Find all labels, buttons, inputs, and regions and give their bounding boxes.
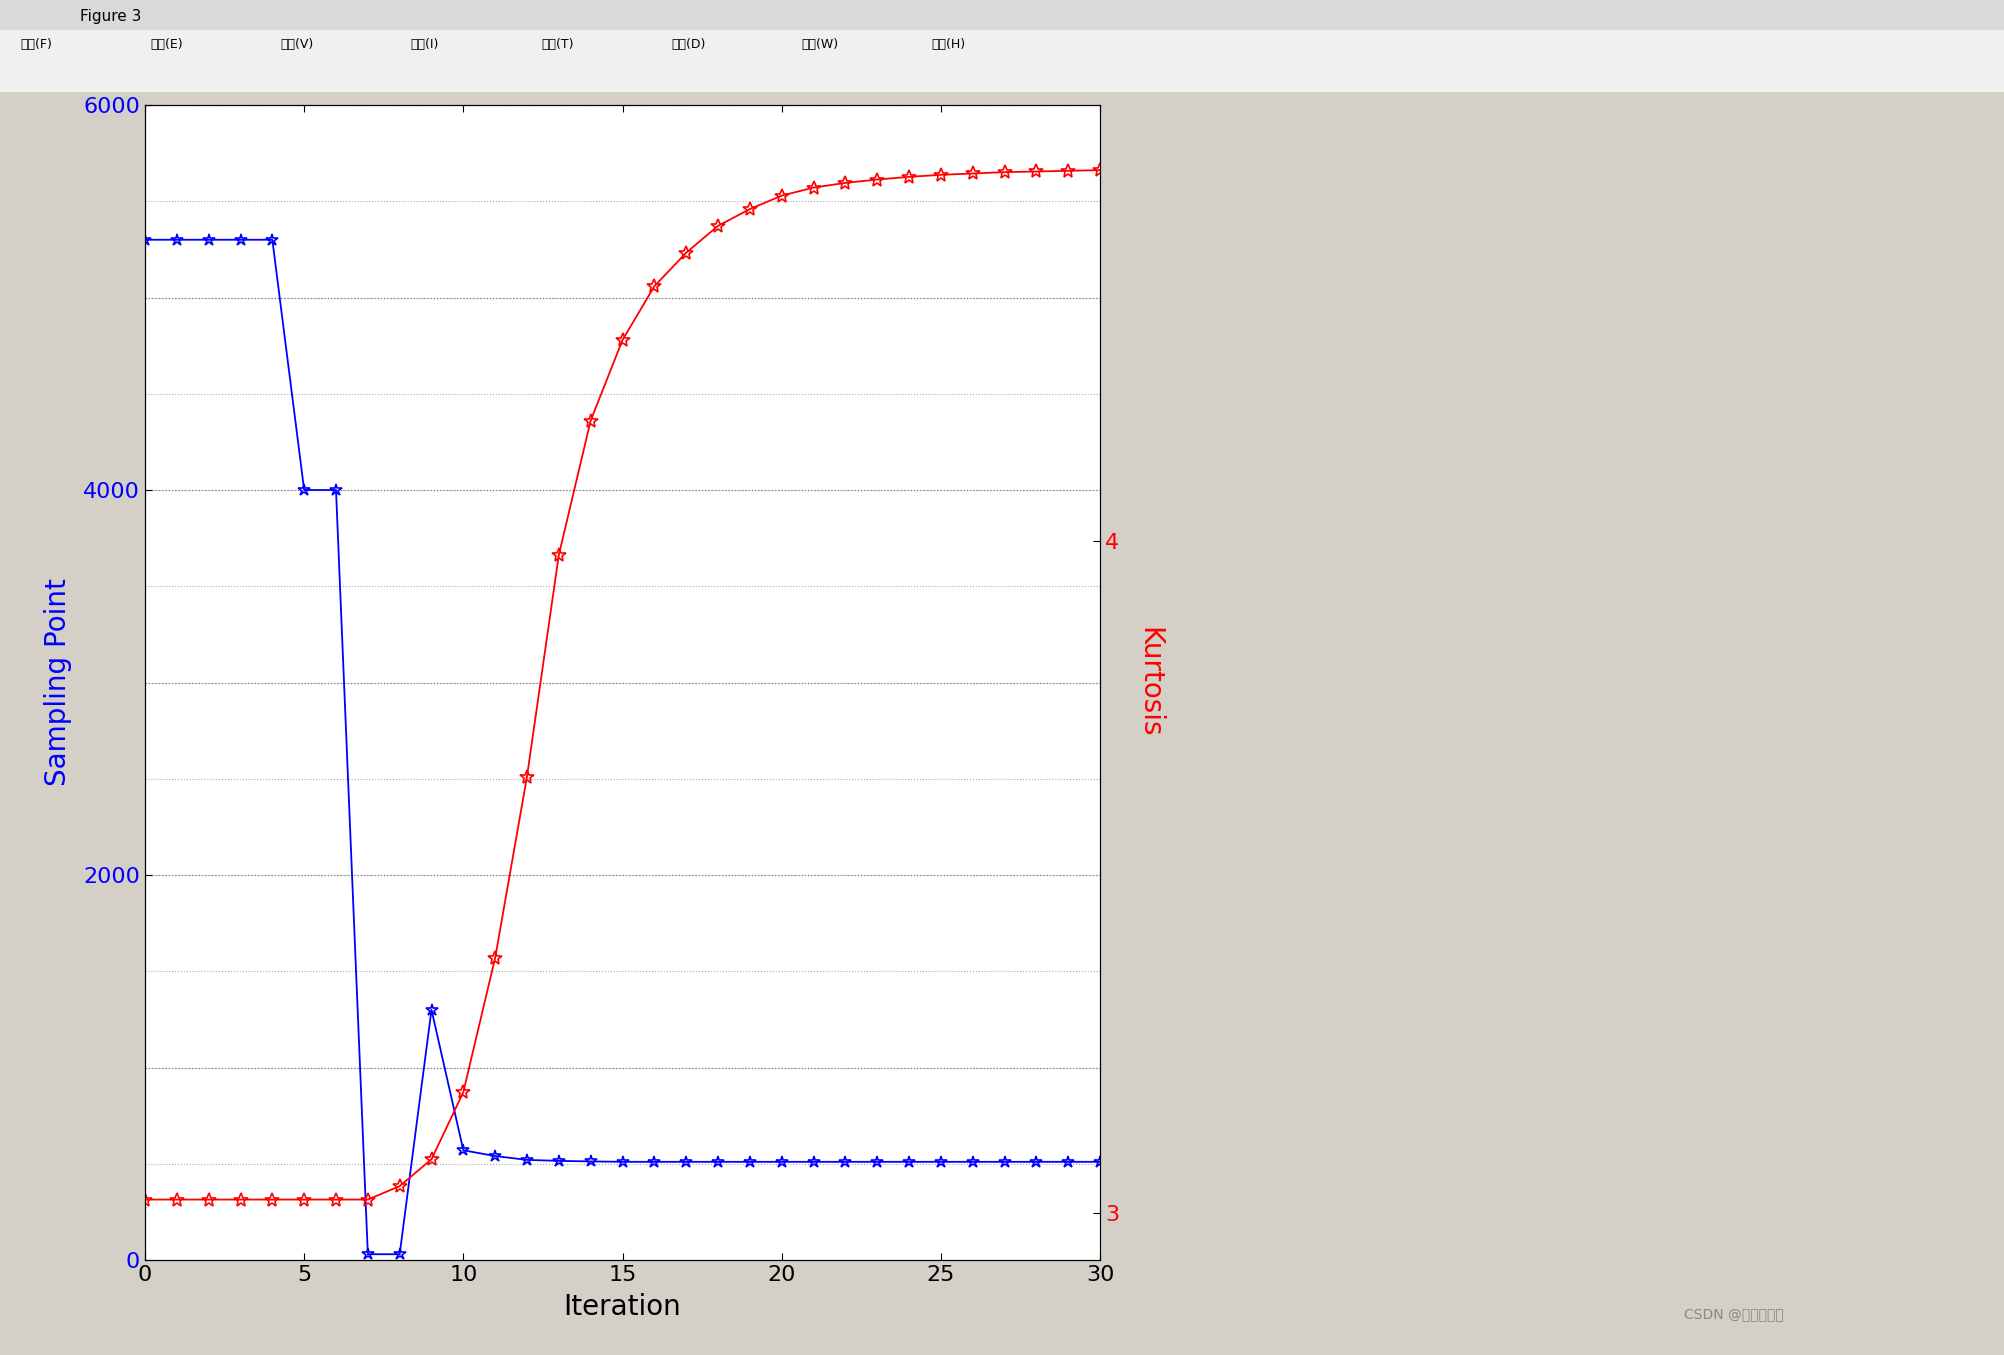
Text: 工具(T): 工具(T): [541, 38, 573, 50]
Text: 文件(F): 文件(F): [20, 38, 52, 50]
Y-axis label: Kurtosis: Kurtosis: [1136, 627, 1164, 737]
Text: 桌面(D): 桌面(D): [671, 38, 705, 50]
Text: 插入(I): 插入(I): [411, 38, 439, 50]
Text: 编辑(E): 编辑(E): [150, 38, 182, 50]
Text: 查看(V): 查看(V): [281, 38, 315, 50]
Text: 帮助(H): 帮助(H): [932, 38, 966, 50]
Text: CSDN @茄技科研社: CSDN @茄技科研社: [1683, 1308, 1784, 1321]
Text: 窗口(W): 窗口(W): [802, 38, 840, 50]
Y-axis label: Sampling Point: Sampling Point: [44, 579, 72, 786]
Text: Figure 3: Figure 3: [80, 8, 142, 23]
X-axis label: Iteration: Iteration: [563, 1293, 681, 1321]
